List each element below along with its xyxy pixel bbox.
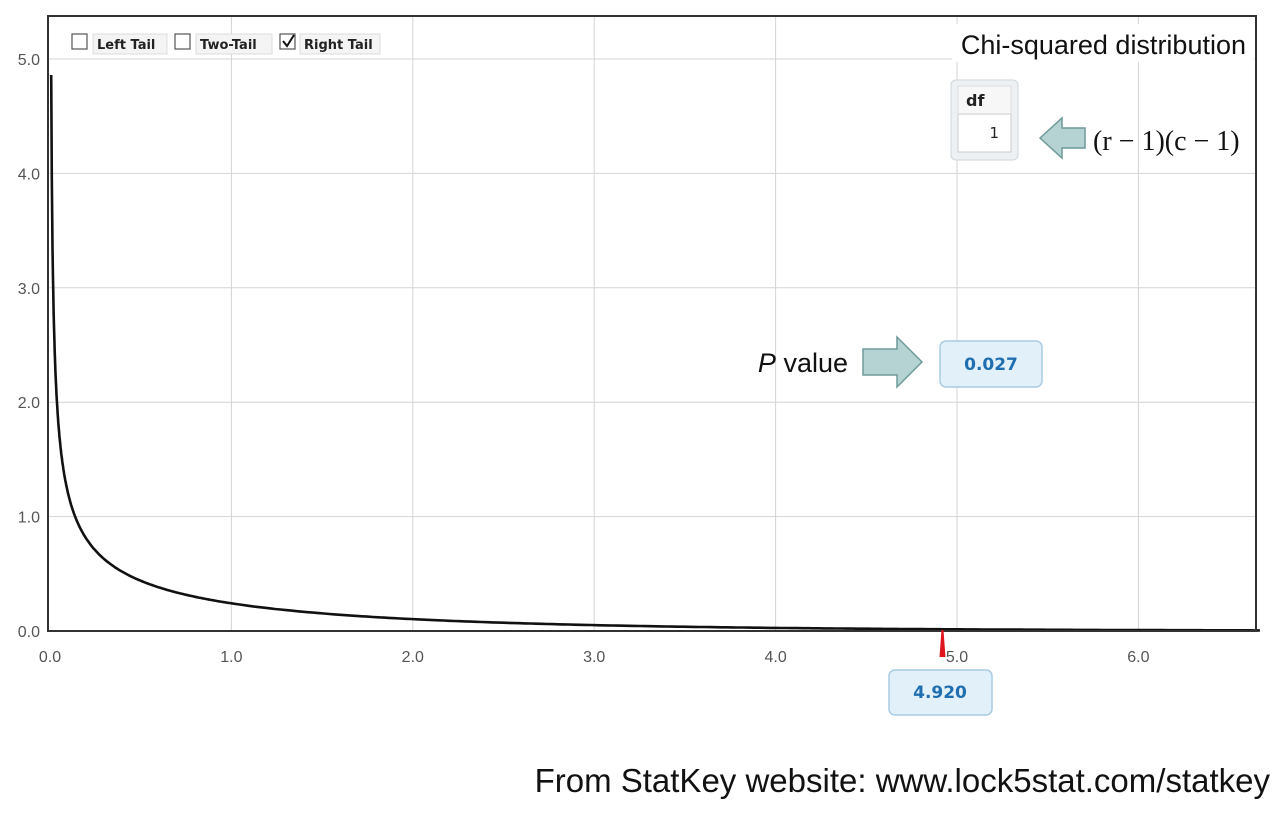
y-axis-labels: 0.0 1.0 2.0 3.0 4.0 5.0 bbox=[18, 52, 40, 641]
two-tail-checkbox[interactable] bbox=[174, 33, 191, 50]
df-input[interactable] bbox=[957, 113, 1012, 153]
df-value: 1 bbox=[989, 124, 999, 142]
y-tick-label: 2.0 bbox=[18, 395, 40, 412]
x-tick-label: 5.0 bbox=[946, 649, 968, 666]
x-tick-label: 6.0 bbox=[1127, 649, 1149, 666]
p-value-box-bg[interactable] bbox=[939, 340, 1043, 388]
two-tail-label-bg bbox=[195, 33, 273, 55]
y-tick-label: 5.0 bbox=[18, 52, 40, 69]
y-tick-label: 0.0 bbox=[18, 624, 40, 641]
density-curve bbox=[49, 74, 1260, 632]
y-tick-label: 3.0 bbox=[18, 281, 40, 298]
tail-selector: Left Tail Two-Tail Right Tail bbox=[71, 33, 381, 55]
two-tail-option[interactable]: Two-Tail bbox=[174, 33, 273, 55]
source-credit: From StatKey website: www.lock5stat.com/… bbox=[535, 762, 1271, 799]
distribution-title: Chi-squared distribution bbox=[961, 30, 1246, 60]
right-tail-label-bg bbox=[299, 33, 381, 55]
p-value-box[interactable]: 0.027 bbox=[939, 340, 1043, 388]
right-tail-label: Right Tail bbox=[304, 38, 373, 53]
plot-frame bbox=[47, 15, 1257, 632]
x-tick-label: 0.0 bbox=[39, 649, 61, 666]
x-tick-label: 3.0 bbox=[583, 649, 605, 666]
df-panel: df 1 bbox=[950, 79, 1019, 161]
left-arrow-icon bbox=[1038, 116, 1086, 160]
title-bg bbox=[952, 24, 1254, 62]
statistic-box-bg[interactable] bbox=[888, 669, 993, 716]
x-tick-label: 2.0 bbox=[402, 649, 424, 666]
statistic-marker[interactable] bbox=[939, 630, 946, 657]
two-tail-label: Two-Tail bbox=[200, 38, 257, 53]
df-header-cell bbox=[957, 85, 1012, 115]
df-header: df bbox=[966, 91, 985, 110]
right-tail-option[interactable]: Right Tail bbox=[279, 33, 381, 55]
y-tick-label: 1.0 bbox=[18, 510, 40, 527]
left-tail-checkbox[interactable] bbox=[71, 33, 88, 50]
p-value-label-italic: P bbox=[758, 348, 776, 378]
x-axis-labels: 0.0 1.0 2.0 3.0 4.0 5.0 6.0 bbox=[39, 649, 1150, 666]
checkmark-icon bbox=[282, 34, 295, 48]
left-tail-option[interactable]: Left Tail bbox=[71, 33, 168, 55]
plot-grid bbox=[48, 16, 1256, 631]
y-tick-label: 4.0 bbox=[18, 166, 40, 183]
x-tick-label: 4.0 bbox=[764, 649, 786, 666]
p-value-label-rest: value bbox=[776, 348, 848, 378]
left-tail-label: Left Tail bbox=[97, 38, 155, 53]
statistic-box[interactable]: 4.920 bbox=[888, 669, 993, 716]
left-tail-label-bg bbox=[92, 33, 168, 55]
right-arrow-icon bbox=[862, 335, 924, 389]
p-value: 0.027 bbox=[964, 355, 1018, 375]
p-value-label: P value bbox=[758, 348, 848, 378]
df-formula: (r − 1)(c − 1) bbox=[1093, 126, 1240, 157]
statistic-value: 4.920 bbox=[913, 683, 967, 703]
x-tick-label: 1.0 bbox=[220, 649, 242, 666]
